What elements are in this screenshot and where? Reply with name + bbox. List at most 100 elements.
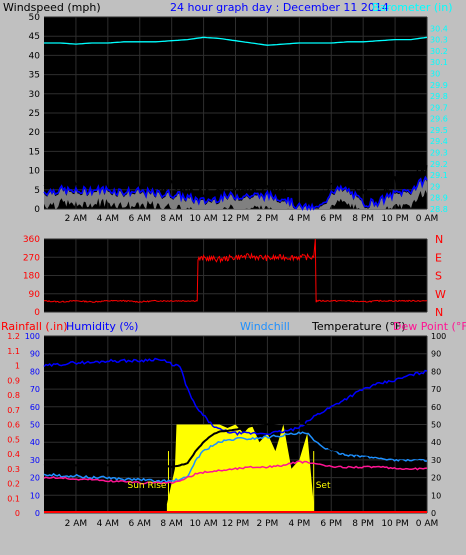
wind-x-tick-label: 4 AM bbox=[97, 214, 120, 224]
temp-x-tick-label: 6 PM bbox=[320, 519, 342, 529]
rainfall-axis-title: Rainfall (.in) bbox=[1, 320, 68, 333]
temp-x-tick-label: 8 AM bbox=[160, 519, 183, 529]
wind-x-tick-label: 4 PM bbox=[288, 214, 310, 224]
barometer-tick-label: 29.5 bbox=[430, 126, 448, 135]
temperature-tick-label: 80 bbox=[431, 367, 441, 376]
humidity-tick-label: 100 bbox=[25, 332, 40, 341]
humidity-line bbox=[43, 357, 428, 436]
wind-y-tick-label: 0 bbox=[34, 205, 40, 215]
temperature-legend: Temperature (°F) bbox=[311, 320, 406, 333]
rainfall-tick-label: 1.2 bbox=[7, 332, 20, 341]
barometer-line bbox=[44, 36, 428, 46]
barometer-tick-label: 28.8 bbox=[430, 205, 448, 214]
dewpoint-line bbox=[43, 460, 428, 485]
rainfall-tick-label: 0.3 bbox=[7, 465, 20, 474]
rainfall-tick-label: 0.5 bbox=[7, 435, 20, 444]
wind-y-tick-label: 5 bbox=[34, 186, 40, 196]
temp-x-tick-label: 8 PM bbox=[352, 519, 374, 529]
barometer-tick-label: 29.9 bbox=[430, 81, 448, 90]
temperature-tick-label: 20 bbox=[431, 474, 441, 483]
wind-x-tick-label: 10 PM bbox=[381, 214, 409, 224]
compass-tick-label: N bbox=[435, 306, 443, 319]
direction-tick-label: 90 bbox=[29, 290, 41, 300]
wind-x-tick-label: 8 AM bbox=[160, 214, 183, 224]
temp-x-tick-label: 4 AM bbox=[97, 519, 120, 529]
barometer-tick-label: 30.4 bbox=[430, 24, 448, 33]
compass-tick-label: W bbox=[435, 288, 446, 301]
humidity-tick-label: 10 bbox=[30, 491, 40, 500]
wind-x-tick-label: 12 PM bbox=[222, 214, 250, 224]
direction-tick-label: 270 bbox=[23, 253, 40, 263]
compass-tick-label: S bbox=[435, 270, 442, 283]
humidity-y-axis: 0 10 20 30 40 50 60 70 80 90 100 bbox=[25, 332, 40, 518]
temperature-tick-label: 100 bbox=[431, 332, 446, 341]
wind-y-tick-label: 30 bbox=[29, 90, 41, 100]
temperature-tick-label: 50 bbox=[431, 421, 441, 430]
wind-y-tick-label: 25 bbox=[29, 109, 40, 119]
barometer-tick-label: 29.7 bbox=[430, 103, 448, 112]
temp-x-tick-label: 4 PM bbox=[288, 519, 310, 529]
barometer-tick-label: 30.1 bbox=[430, 58, 448, 67]
wind-min-band bbox=[44, 179, 427, 209]
temp-x-tick-label: 6 AM bbox=[128, 519, 151, 529]
temperature-tick-label: 70 bbox=[431, 385, 441, 394]
humidity-tick-label: 60 bbox=[30, 403, 40, 412]
temperature-tick-label: 90 bbox=[431, 350, 441, 359]
wind-y-tick-label: 45 bbox=[29, 32, 40, 42]
sunrise-label: Sun Rise bbox=[128, 481, 167, 491]
barometer-y-axis: 28.8 28.9 29 29.1 29.2 29.3 29.4 29.5 29.6 29.7 29… bbox=[430, 24, 448, 214]
rainfall-tick-label: 0.6 bbox=[7, 421, 20, 430]
temp-x-tick-label: 12 PM bbox=[222, 519, 250, 529]
temp-x-tick-label: 2 AM bbox=[65, 519, 88, 529]
humidity-tick-label: 90 bbox=[30, 350, 40, 359]
rainfall-tick-label: 0.7 bbox=[7, 406, 20, 415]
wind-avg-line bbox=[43, 175, 428, 212]
direction-tick-label: 360 bbox=[23, 235, 40, 245]
wind-x-tick-label: 2 PM bbox=[257, 214, 279, 224]
temperature-tick-label: 30 bbox=[431, 456, 441, 465]
rainfall-tick-label: 0.4 bbox=[7, 450, 20, 459]
temperature-chart: 0 0.1 0.2 0.3 0.4 0.5 0.6 0.7 0.8 0.9 1 1.1 1.2 0 10 2… bbox=[7, 332, 446, 529]
humidity-tick-label: 30 bbox=[30, 456, 40, 465]
temperature-line bbox=[43, 419, 428, 469]
humidity-tick-label: 0 bbox=[35, 509, 40, 518]
barometer-tick-label: 29.8 bbox=[430, 92, 448, 101]
wind-y-tick-label: 40 bbox=[29, 51, 41, 61]
temp-x-tick-label: 10 PM bbox=[381, 519, 409, 529]
barometer-tick-label: 30.3 bbox=[430, 36, 448, 45]
barometer-axis-title: Barometer (in) bbox=[372, 1, 453, 14]
temperature-tick-label: 10 bbox=[431, 491, 441, 500]
rainfall-tick-label: 0.2 bbox=[7, 480, 20, 489]
sunset-label: Set bbox=[316, 481, 331, 491]
barometer-tick-label: 29.2 bbox=[430, 160, 448, 169]
wind-x-tick-label: 2 AM bbox=[65, 214, 88, 224]
temperature-tick-label: 0 bbox=[431, 509, 436, 518]
barometer-tick-label: 29.3 bbox=[430, 149, 448, 158]
wind-x-tick-label: 0 AM bbox=[416, 214, 439, 224]
windspeed-axis-title: Windspeed (mph) bbox=[3, 1, 101, 14]
barometer-tick-label: 28.9 bbox=[430, 194, 448, 203]
humidity-tick-label: 80 bbox=[30, 367, 40, 376]
rainfall-tick-label: 0.1 bbox=[7, 494, 20, 503]
wind-series bbox=[43, 36, 428, 212]
humidity-axis-title: Humidity (%) bbox=[66, 320, 138, 333]
barometer-tick-label: 29.4 bbox=[430, 137, 448, 146]
rainfall-tick-label: 1 bbox=[15, 362, 20, 371]
wind-y-axis: 0 5 10 15 20 25 30 35 40 45 50 bbox=[29, 13, 41, 215]
wind-y-tick-label: 50 bbox=[29, 13, 41, 23]
temp-x-tick-label: 2 PM bbox=[257, 519, 279, 529]
graph-title: 24 hour graph day : December 11 2014 bbox=[170, 1, 389, 14]
wind-y-tick-label: 10 bbox=[29, 167, 41, 177]
humidity-tick-label: 50 bbox=[30, 421, 40, 430]
barometer-tick-label: 29.6 bbox=[430, 115, 448, 124]
rainfall-tick-label: 0.9 bbox=[7, 376, 20, 385]
barometer-tick-label: 29.1 bbox=[430, 171, 448, 180]
barometer-tick-label: 30.2 bbox=[430, 47, 448, 56]
rainfall-tick-label: 1.1 bbox=[7, 347, 20, 356]
temp-x-tick-label: 10 AM bbox=[189, 519, 217, 529]
wind-x-tick-label: 10 AM bbox=[189, 214, 217, 224]
compass-tick-label: N bbox=[435, 233, 443, 246]
